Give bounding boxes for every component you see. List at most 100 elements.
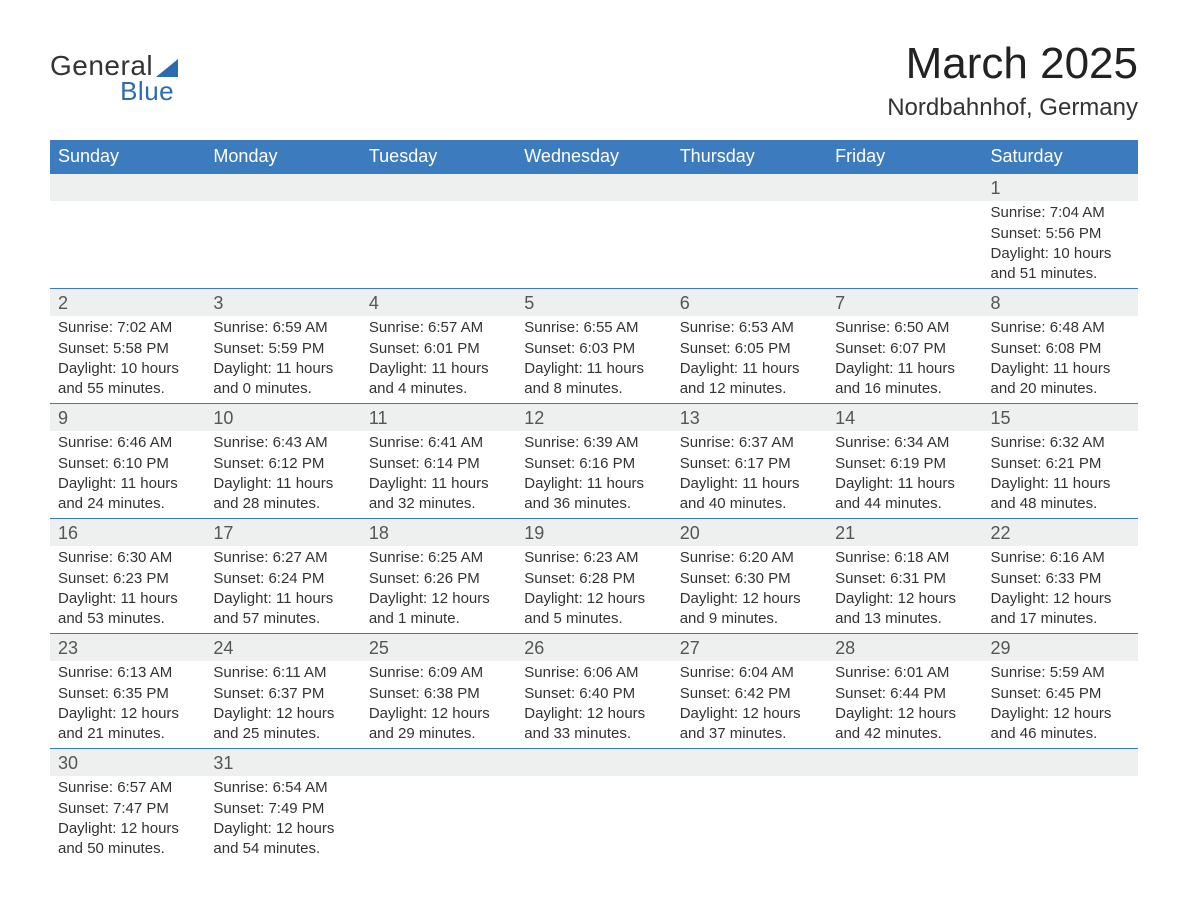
day-number: 5 [516,289,671,316]
day-number: 27 [672,634,827,661]
day-number-cell: 11 [361,404,516,432]
day-body-cell [827,201,982,289]
day-body-cell [50,201,205,289]
day-body-cell: Sunrise: 6:13 AMSunset: 6:35 PMDaylight:… [50,661,205,749]
daylight-text: and 53 minutes. [58,609,197,629]
day-body-cell: Sunrise: 6:41 AMSunset: 6:14 PMDaylight:… [361,431,516,519]
empty-day [672,201,827,285]
day-body-cell [516,201,671,289]
daylight-text: Daylight: 12 hours [680,589,819,609]
daylight-text: and 24 minutes. [58,494,197,514]
sunrise-text: Sunrise: 6:27 AM [213,548,352,568]
logo-word2: Blue [50,76,178,107]
weekday-header: Sunday [50,140,205,174]
daylight-text: Daylight: 12 hours [680,704,819,724]
sunrise-text: Sunrise: 6:20 AM [680,548,819,568]
daylight-text: and 20 minutes. [991,379,1130,399]
sunrise-text: Sunrise: 6:43 AM [213,433,352,453]
day-number-cell: 30 [50,749,205,777]
day-details: Sunrise: 6:32 AMSunset: 6:21 PMDaylight:… [983,431,1138,518]
daylight-text: Daylight: 11 hours [991,474,1130,494]
sunrise-text: Sunrise: 6:37 AM [680,433,819,453]
daylight-text: and 36 minutes. [524,494,663,514]
sunset-text: Sunset: 6:21 PM [991,454,1130,474]
day-body-row: Sunrise: 6:30 AMSunset: 6:23 PMDaylight:… [50,546,1138,634]
daylight-text: and 13 minutes. [835,609,974,629]
day-number-cell: 26 [516,634,671,662]
daylight-text: and 37 minutes. [680,724,819,744]
day-number: 25 [361,634,516,661]
day-number [361,174,516,201]
day-number: 1 [983,174,1138,201]
day-body-cell: Sunrise: 6:04 AMSunset: 6:42 PMDaylight:… [672,661,827,749]
sunrise-text: Sunrise: 6:16 AM [991,548,1130,568]
day-number-cell: 21 [827,519,982,547]
sunrise-text: Sunrise: 6:06 AM [524,663,663,683]
day-number [827,174,982,201]
sunset-text: Sunset: 6:38 PM [369,684,508,704]
sunset-text: Sunset: 5:59 PM [213,339,352,359]
sunset-text: Sunset: 6:10 PM [58,454,197,474]
empty-day [827,201,982,285]
daylight-text: and 40 minutes. [680,494,819,514]
day-details: Sunrise: 6:46 AMSunset: 6:10 PMDaylight:… [50,431,205,518]
day-number-cell: 15 [983,404,1138,432]
day-details: Sunrise: 6:20 AMSunset: 6:30 PMDaylight:… [672,546,827,633]
day-number: 31 [205,749,360,776]
day-body-cell: Sunrise: 6:01 AMSunset: 6:44 PMDaylight:… [827,661,982,749]
day-number: 13 [672,404,827,431]
sunset-text: Sunset: 6:31 PM [835,569,974,589]
day-number-cell: 5 [516,289,671,317]
sunset-text: Sunset: 6:26 PM [369,569,508,589]
daylight-text: and 9 minutes. [680,609,819,629]
day-number [361,749,516,776]
sunset-text: Sunset: 6:44 PM [835,684,974,704]
sunset-text: Sunset: 6:05 PM [680,339,819,359]
daylight-text: and 46 minutes. [991,724,1130,744]
day-number-cell [361,174,516,202]
day-number-row: 2345678 [50,289,1138,317]
day-body-cell [672,776,827,863]
daylight-text: Daylight: 12 hours [991,589,1130,609]
sunrise-text: Sunrise: 7:02 AM [58,318,197,338]
weekday-header: Tuesday [361,140,516,174]
daylight-text: and 48 minutes. [991,494,1130,514]
day-number-cell: 19 [516,519,671,547]
day-details: Sunrise: 6:30 AMSunset: 6:23 PMDaylight:… [50,546,205,633]
sunset-text: Sunset: 6:14 PM [369,454,508,474]
sunset-text: Sunset: 6:19 PM [835,454,974,474]
sunset-text: Sunset: 6:45 PM [991,684,1130,704]
day-body-cell: Sunrise: 6:06 AMSunset: 6:40 PMDaylight:… [516,661,671,749]
sunrise-text: Sunrise: 5:59 AM [991,663,1130,683]
sunrise-text: Sunrise: 6:48 AM [991,318,1130,338]
day-body-cell: Sunrise: 7:04 AMSunset: 5:56 PMDaylight:… [983,201,1138,289]
day-number-cell: 31 [205,749,360,777]
sunrise-text: Sunrise: 6:32 AM [991,433,1130,453]
sunrise-text: Sunrise: 6:39 AM [524,433,663,453]
day-body-row: Sunrise: 6:46 AMSunset: 6:10 PMDaylight:… [50,431,1138,519]
day-number: 11 [361,404,516,431]
day-body-cell [361,201,516,289]
day-number-cell [827,749,982,777]
sunrise-text: Sunrise: 6:57 AM [58,778,197,798]
daylight-text: Daylight: 12 hours [58,704,197,724]
day-body-cell: Sunrise: 6:55 AMSunset: 6:03 PMDaylight:… [516,316,671,404]
day-number-cell: 2 [50,289,205,317]
day-body-cell: Sunrise: 6:27 AMSunset: 6:24 PMDaylight:… [205,546,360,634]
sunset-text: Sunset: 6:30 PM [680,569,819,589]
daylight-text: and 29 minutes. [369,724,508,744]
daylight-text: Daylight: 12 hours [369,704,508,724]
day-number: 23 [50,634,205,661]
day-details: Sunrise: 6:54 AMSunset: 7:49 PMDaylight:… [205,776,360,863]
sunrise-text: Sunrise: 6:53 AM [680,318,819,338]
day-number-cell: 25 [361,634,516,662]
day-number: 24 [205,634,360,661]
daylight-text: Daylight: 11 hours [213,359,352,379]
day-details: Sunrise: 6:18 AMSunset: 6:31 PMDaylight:… [827,546,982,633]
empty-day [516,776,671,860]
day-details: Sunrise: 7:02 AMSunset: 5:58 PMDaylight:… [50,316,205,403]
day-details: Sunrise: 6:16 AMSunset: 6:33 PMDaylight:… [983,546,1138,633]
sunset-text: Sunset: 7:49 PM [213,799,352,819]
day-details: Sunrise: 6:57 AMSunset: 7:47 PMDaylight:… [50,776,205,863]
daylight-text: and 33 minutes. [524,724,663,744]
